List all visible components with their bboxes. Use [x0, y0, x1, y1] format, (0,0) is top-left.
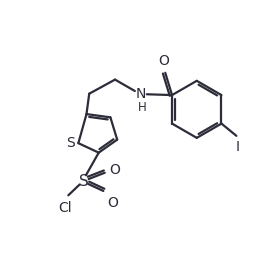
- Text: O: O: [158, 54, 169, 68]
- Text: S: S: [66, 136, 75, 150]
- Text: S: S: [79, 174, 89, 189]
- Text: I: I: [236, 140, 240, 154]
- Text: O: O: [108, 196, 119, 210]
- Text: H: H: [138, 101, 147, 114]
- Text: Cl: Cl: [58, 201, 72, 215]
- Text: O: O: [109, 163, 120, 177]
- Text: N: N: [136, 87, 146, 101]
